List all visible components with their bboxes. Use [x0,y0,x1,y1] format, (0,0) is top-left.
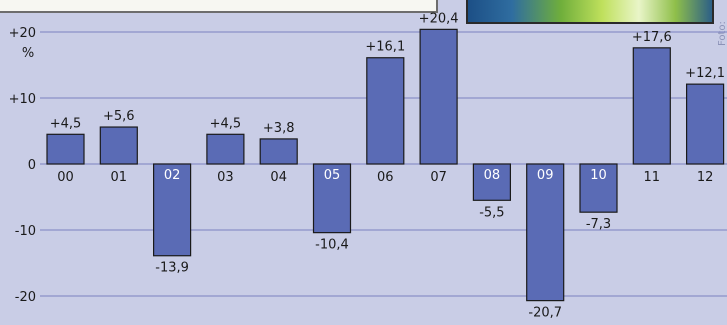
data-label: +20,4 [419,11,459,26]
bar [685,83,725,165]
bar [99,126,138,165]
y-tick-label: -20 [15,290,36,305]
x-tick-label: 02 [164,168,181,183]
bar [579,163,618,213]
bar [46,133,85,165]
y-tick-label: +10 [9,92,36,107]
y-axis-unit: % [22,46,34,61]
x-tick-label: 04 [270,170,287,185]
bar [419,28,458,165]
photo-image [466,0,714,24]
data-label: +17,6 [632,30,672,45]
bar [206,133,245,165]
bar [366,57,405,165]
y-tick-label: 0 [28,158,36,173]
photo-frame [0,0,438,13]
x-tick-label: 11 [644,170,661,185]
bar [632,47,671,165]
y-tick-label: -10 [15,224,36,239]
data-label: +12,1 [685,66,725,81]
y-tick-label: +20 [9,26,36,41]
x-tick-label: 12 [697,170,714,185]
data-label: -20,7 [528,306,562,321]
bar [312,163,352,234]
bar [526,163,565,302]
x-tick-label: 09 [537,168,554,183]
data-label: +4,5 [50,116,82,131]
bar [472,163,511,201]
data-label: -5,5 [479,205,504,220]
data-label: -13,9 [155,261,189,276]
data-label: -10,4 [315,238,349,253]
x-tick-label: 05 [324,168,341,183]
data-label: +5,6 [103,109,135,124]
x-tick-label: 03 [217,170,234,185]
bar [153,163,192,257]
x-tick-label: 10 [590,168,607,183]
data-label: +16,1 [365,40,405,55]
bar [259,138,298,165]
x-tick-label: 07 [430,170,447,185]
x-tick-label: 06 [377,170,394,185]
x-tick-label: 01 [111,170,128,185]
x-tick-label: 08 [484,168,501,183]
data-label: +3,8 [263,121,295,136]
data-label: -7,3 [586,217,611,232]
x-tick-label: 00 [57,170,74,185]
data-label: +4,5 [210,116,242,131]
